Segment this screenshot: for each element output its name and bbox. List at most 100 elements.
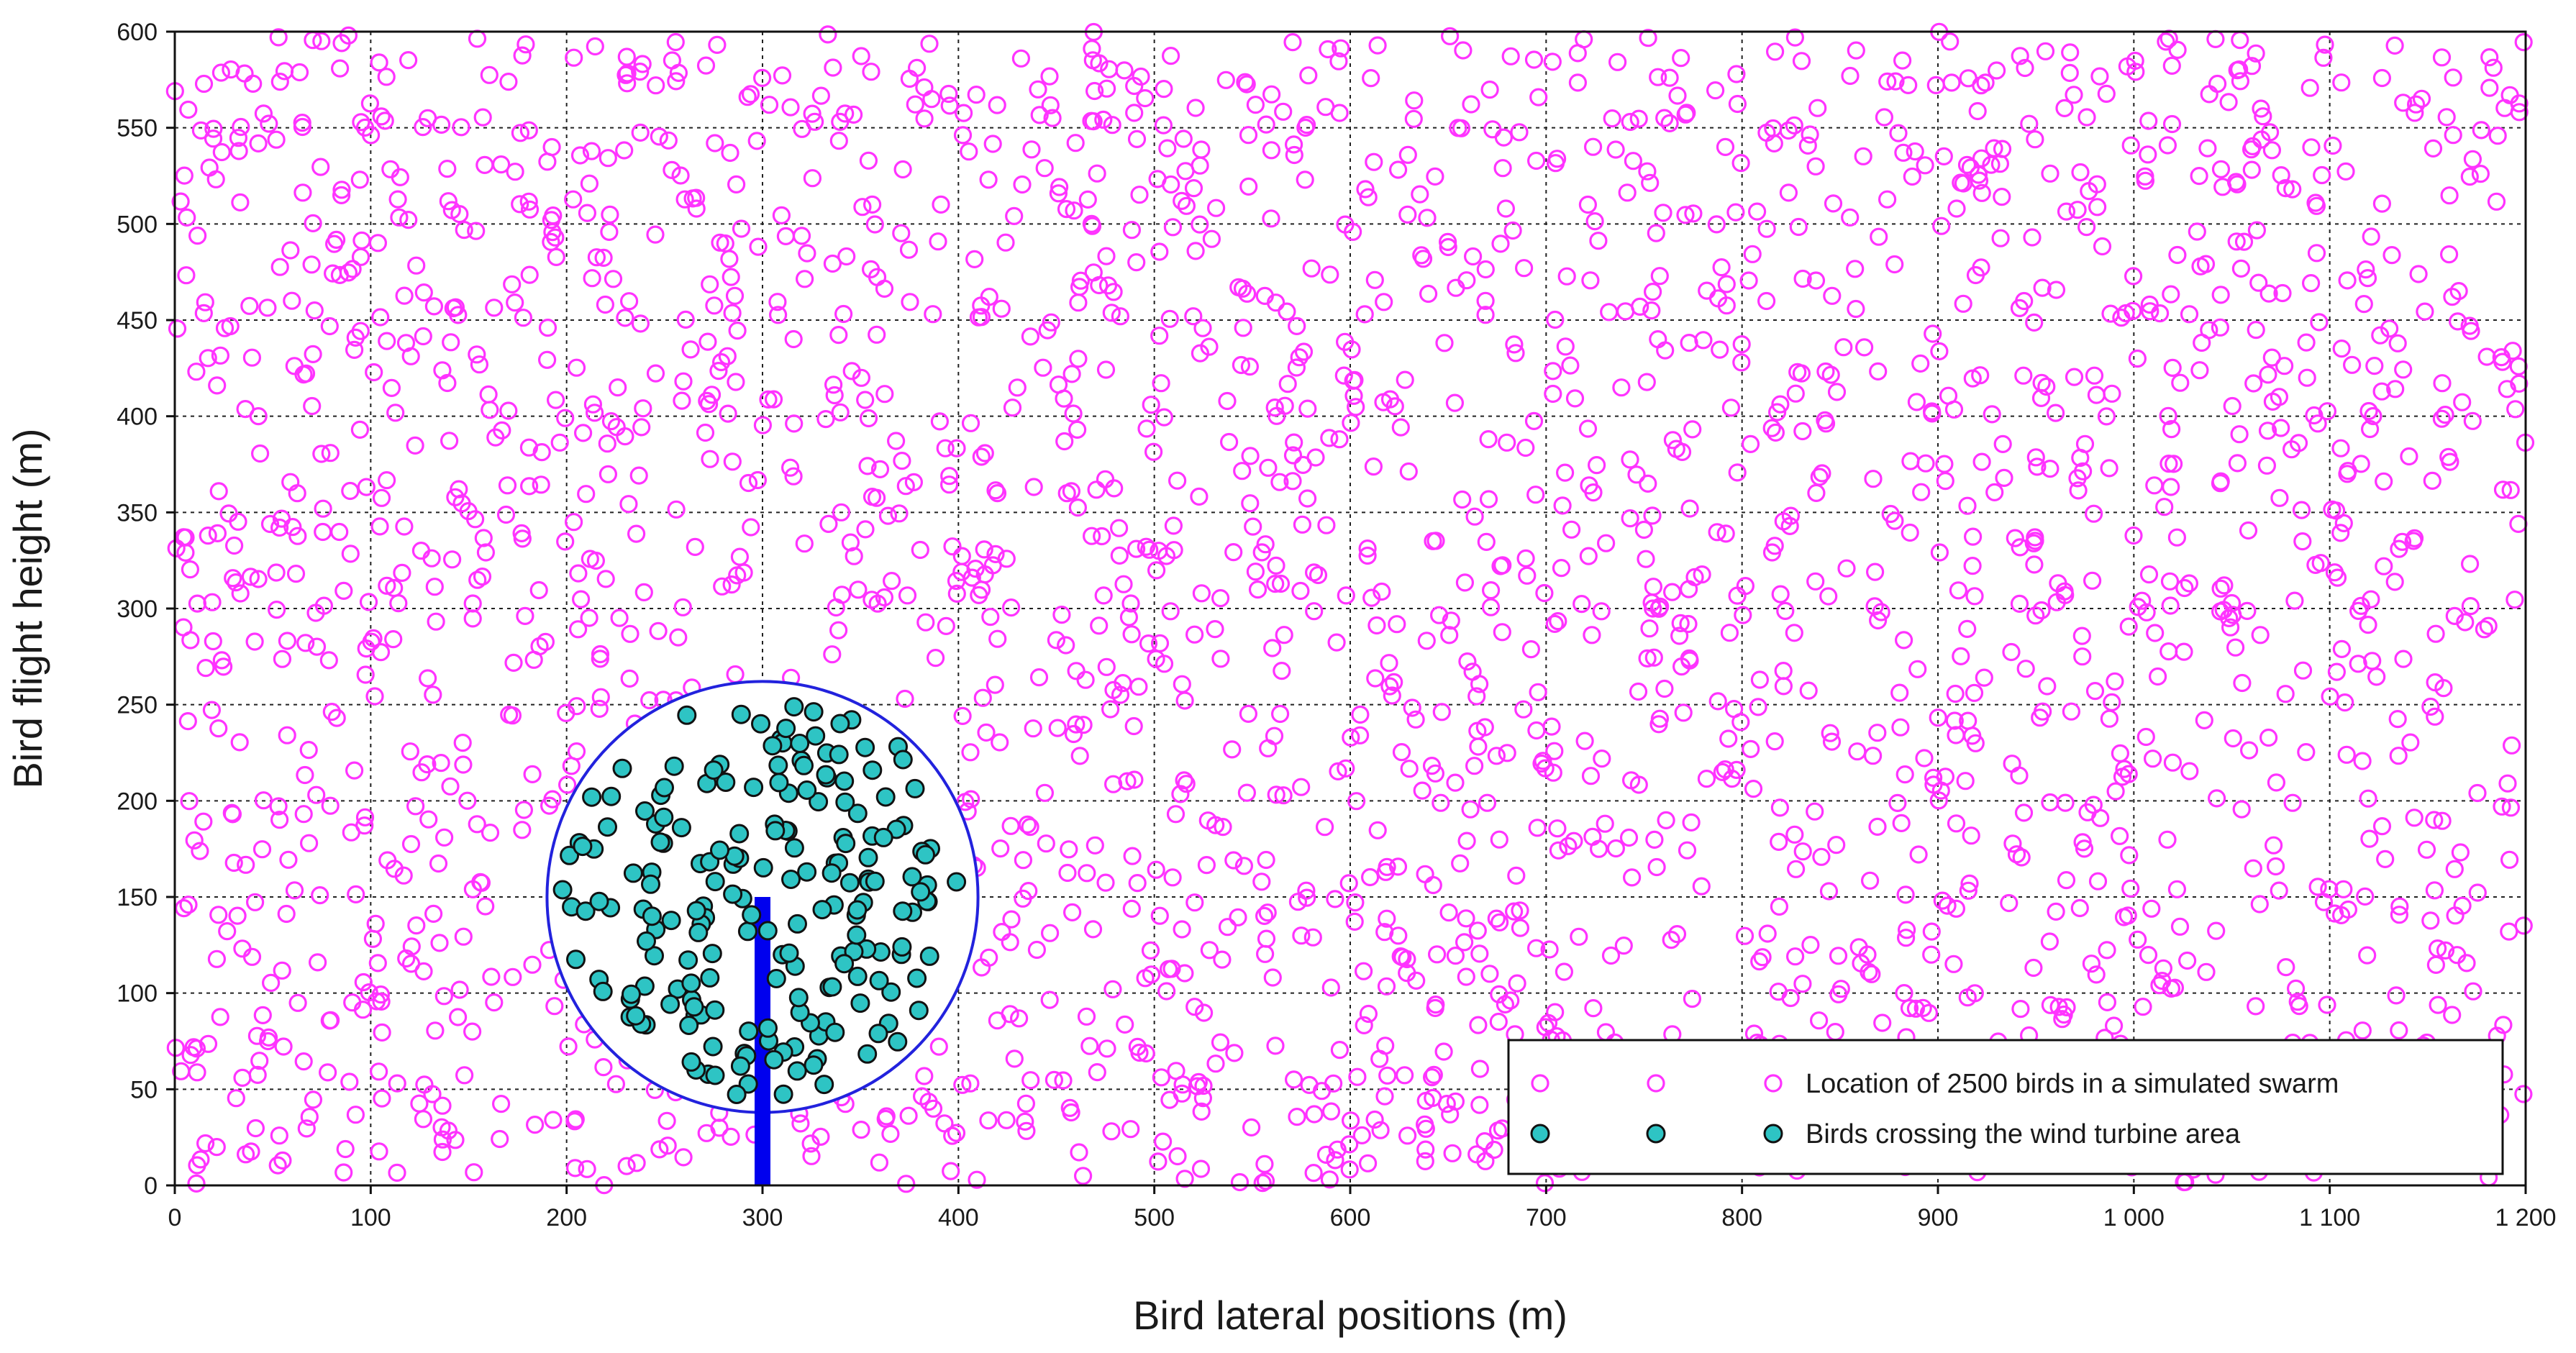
swarm-point	[2068, 201, 2087, 219]
swarm-point	[795, 270, 814, 288]
swarm-point	[2263, 392, 2282, 411]
swarm-point	[658, 1136, 677, 1155]
swarm-point	[811, 86, 831, 105]
swarm-point	[798, 244, 816, 263]
swarm-point	[832, 586, 852, 604]
swarm-point	[2073, 833, 2092, 852]
swarm-point	[674, 1148, 693, 1167]
swarm-point	[710, 1119, 729, 1137]
swarm-point	[1901, 523, 1919, 542]
swarm-point	[852, 1120, 870, 1139]
swarm-point	[1443, 1144, 1462, 1162]
swarm-point	[1150, 634, 1170, 652]
swarm-point	[1035, 159, 1054, 178]
swarm-point	[1062, 1103, 1080, 1122]
swarm-point	[240, 296, 259, 315]
swarm-point	[2385, 36, 2404, 55]
swarm-point	[2057, 998, 2076, 1017]
swarm-point	[1049, 184, 1068, 203]
swarm-point	[2460, 168, 2479, 186]
swarm-point	[1068, 420, 1087, 439]
swarm-point	[438, 373, 457, 393]
swarm-point	[2171, 373, 2190, 392]
swarm-point	[2514, 32, 2533, 52]
swarm-point	[2444, 68, 2462, 87]
swarm-point	[2336, 693, 2354, 712]
swarm-point	[1358, 546, 1377, 565]
swarm-point	[2367, 668, 2386, 686]
swarm-point	[699, 395, 719, 414]
swarm-point	[2082, 955, 2101, 973]
swarm-point	[2244, 859, 2262, 878]
swarm-point	[1947, 199, 1966, 218]
swarm-point	[332, 186, 351, 204]
swarm-point	[1592, 602, 1611, 621]
swarm-point	[1380, 654, 1398, 673]
y-axis-title: Bird flight height (m)	[5, 428, 50, 788]
swarm-point	[2423, 471, 2441, 491]
swarm-point	[1895, 765, 1914, 784]
swarm-point	[1908, 660, 1927, 678]
swarm-point	[1457, 967, 1475, 986]
y-tick-label: 450	[117, 307, 158, 334]
y-tick-label: 250	[117, 692, 158, 719]
swarm-point	[2247, 997, 2265, 1016]
swarm-point	[1952, 173, 1970, 192]
swarm-point	[401, 742, 419, 761]
swarm-point	[1407, 971, 1426, 990]
swarm-point	[468, 815, 486, 834]
swarm-point	[399, 50, 418, 70]
swarm-point	[1774, 677, 1793, 696]
swarm-point	[2360, 829, 2379, 848]
swarm-point	[2276, 179, 2295, 198]
swarm-point	[1562, 520, 1581, 539]
swarm-point	[2401, 733, 2420, 752]
swarm-point	[1426, 167, 1444, 186]
swarm-point	[188, 1063, 206, 1082]
swarm-point	[2190, 361, 2209, 380]
swarm-point	[2336, 162, 2355, 181]
swarm-point	[1097, 79, 1116, 98]
swarm-point	[2394, 650, 2413, 668]
swarm-point	[2475, 620, 2493, 639]
swarm-point	[2242, 160, 2261, 179]
swarm-point	[1097, 657, 1116, 676]
swarm-point	[2232, 800, 2251, 819]
swarm-point	[300, 1108, 319, 1126]
swarm-point	[309, 953, 327, 972]
swarm-point	[1906, 999, 1925, 1018]
swarm-point	[2506, 400, 2525, 419]
swarm-point	[1787, 860, 1806, 878]
swarm-point	[2106, 672, 2124, 691]
swarm-point	[586, 37, 604, 56]
swarm-point	[878, 506, 898, 525]
swarm-point	[2195, 711, 2213, 730]
swarm-point	[1266, 1037, 1285, 1055]
swarm-point	[482, 967, 501, 986]
swarm-point	[356, 665, 375, 684]
swarm-point	[1816, 414, 1836, 433]
swarm-point	[831, 403, 850, 422]
swarm-point	[1453, 490, 1472, 509]
swarm-point	[1259, 458, 1278, 477]
swarm-point	[475, 155, 494, 174]
swarm-point	[1528, 819, 1547, 837]
swarm-point	[986, 545, 1005, 564]
x-tick-label: 900	[1918, 1204, 1959, 1231]
swarm-point	[1935, 455, 1954, 473]
crossing-point	[705, 872, 725, 892]
swarm-point	[1644, 648, 1663, 667]
swarm-point	[2158, 830, 2177, 849]
swarm-point	[2308, 878, 2327, 896]
swarm-point	[2426, 673, 2444, 692]
swarm-point	[1683, 989, 1701, 1008]
swarm-point	[1236, 73, 1255, 91]
swarm-point	[242, 348, 261, 367]
crossing-point	[847, 966, 868, 986]
swarm-point	[285, 357, 304, 375]
swarm-point	[1540, 940, 1559, 959]
swarm-point	[784, 467, 803, 486]
swarm-point	[1062, 365, 1081, 383]
swarm-point	[1663, 431, 1682, 450]
swarm-point	[1149, 1152, 1168, 1171]
